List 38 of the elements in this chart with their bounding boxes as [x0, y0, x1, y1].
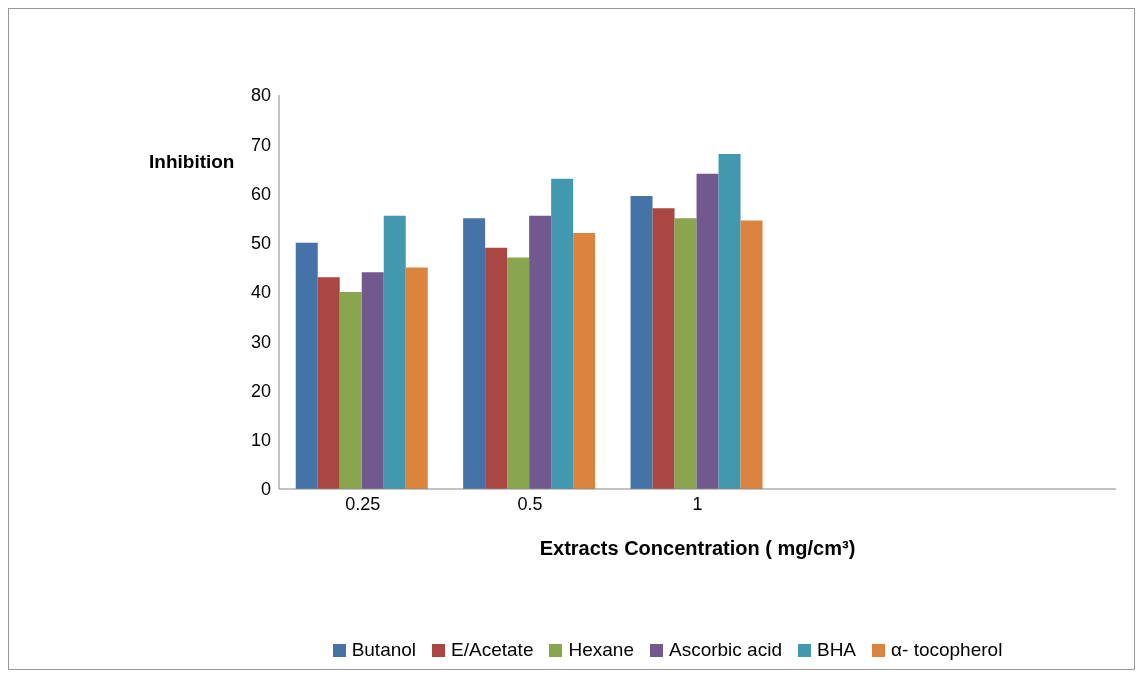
x-tick-label: 0.5 [517, 493, 543, 514]
bar [295, 242, 318, 489]
bar [339, 292, 362, 489]
y-tick-label: 50 [250, 233, 271, 254]
legend-label: Butanol [351, 639, 417, 661]
legend-label: E/Acetate [451, 639, 534, 661]
legend-label: Ascorbic acid [668, 639, 782, 661]
y-tick-label: 40 [250, 282, 271, 303]
y-tick-label: 70 [250, 134, 271, 155]
bar [551, 178, 574, 489]
y-tick-label: 10 [250, 430, 271, 451]
legend-label: BHA [816, 639, 857, 661]
bar [529, 215, 552, 489]
bar [485, 247, 508, 489]
bar [630, 195, 653, 489]
x-tick-label: 1 [692, 493, 703, 514]
bar [674, 218, 697, 489]
x-tick-label: 0.25 [345, 493, 381, 514]
bar [361, 272, 384, 489]
bar [652, 208, 675, 489]
bar [507, 257, 530, 489]
y-tick-label: 60 [250, 183, 271, 204]
bar [696, 173, 719, 489]
y-tick-label: 20 [250, 380, 271, 401]
legend-label: Hexane [568, 639, 634, 661]
bar [718, 154, 741, 489]
legend-label: α- tocopherol [891, 639, 1003, 661]
y-tick-label: 30 [250, 331, 271, 352]
bar [740, 220, 763, 489]
bar [573, 232, 596, 489]
bar [405, 267, 428, 489]
y-tick-label: 0 [260, 479, 271, 500]
y-tick-label: 80 [250, 85, 271, 106]
y-axis-title: Inhibition [149, 151, 235, 173]
x-axis-title: Extracts Concentration ( mg/cm³) [539, 537, 856, 560]
bar [383, 215, 406, 489]
bar [463, 218, 486, 489]
bar [317, 277, 340, 489]
